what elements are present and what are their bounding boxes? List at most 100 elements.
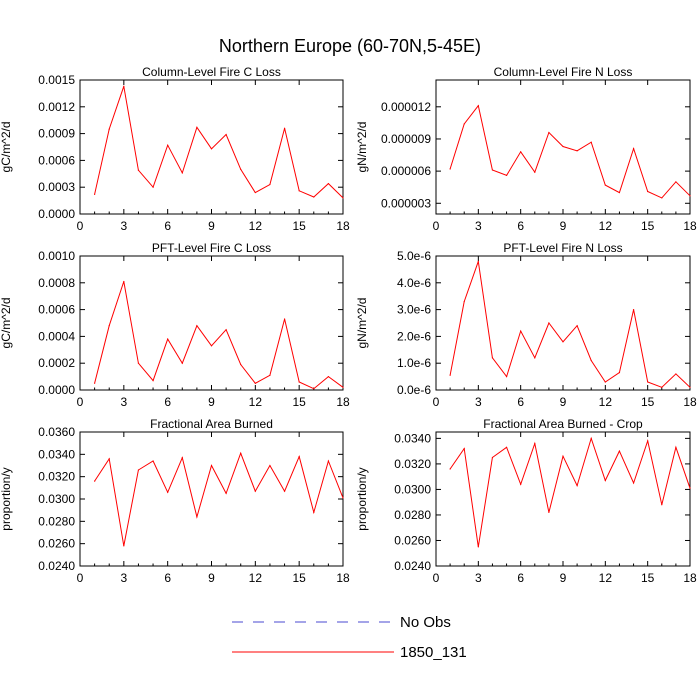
data-point	[647, 440, 649, 442]
data-point	[298, 190, 300, 192]
data-point	[463, 447, 465, 450]
data-point	[196, 325, 198, 327]
series-line-1	[94, 281, 344, 390]
x-tick-label: 9	[208, 395, 215, 409]
data-point	[240, 168, 242, 170]
y-axis-label: proportion/y	[355, 467, 369, 530]
data-point	[327, 376, 329, 378]
chart-panel-6: Fractional Area Burned - Crop 0 3 6 9 12 15 18 0…	[355, 417, 697, 585]
y-tick-label: 0.000003	[381, 196, 431, 210]
x-tick-label: 18	[683, 395, 697, 409]
data-point	[342, 197, 344, 199]
x-tick-label: 0	[433, 571, 440, 585]
y-tick-label: 0.0006	[38, 303, 75, 317]
data-point	[689, 386, 691, 388]
x-tick-label: 6	[164, 219, 171, 233]
x-tick-label: 15	[292, 219, 306, 233]
x-tick-label: 9	[208, 219, 215, 233]
data-point	[167, 491, 169, 493]
series-line-1	[94, 86, 344, 199]
data-point	[661, 504, 663, 506]
data-point	[618, 191, 621, 194]
panels-group: Column-Level Fire C Loss 0 3 6 9 12 15 18 0.0000…	[0, 65, 697, 585]
x-tick-label: 18	[336, 219, 350, 233]
data-point	[167, 338, 169, 340]
data-point	[632, 148, 635, 150]
data-point	[562, 341, 564, 343]
data-point	[210, 345, 213, 347]
data-point	[576, 485, 578, 487]
data-point	[562, 455, 564, 457]
data-point	[477, 105, 479, 107]
y-tick-label: 0.0320	[394, 457, 431, 471]
data-point	[675, 181, 677, 183]
x-tick-label: 18	[336, 571, 350, 585]
y-tick-label: 3.0e-6	[397, 303, 431, 317]
y-axis-label: gC/m^2/d	[0, 122, 13, 173]
x-tick-label: 12	[249, 571, 263, 585]
y-tick-label: 0.0340	[38, 447, 75, 461]
y-tick-label: 2.0e-6	[397, 329, 431, 343]
y-tick-label: 0.0012	[38, 100, 75, 114]
y-tick-label: 0.0002	[38, 356, 75, 370]
y-tick-label: 0.0006	[38, 153, 75, 167]
y-tick-label: 0.0003	[38, 180, 75, 194]
data-point	[108, 128, 110, 130]
data-point	[240, 452, 242, 454]
data-point	[181, 457, 183, 459]
data-point	[661, 197, 663, 199]
chart-panel-5: Fractional Area Burned 0 3 6 9 12 15 18 0.0240 0.…	[0, 417, 350, 585]
data-point	[675, 446, 677, 448]
data-point	[491, 357, 494, 359]
y-tick-label: 0.0e-6	[397, 383, 431, 397]
x-tick-label: 0	[77, 219, 84, 233]
data-point	[618, 371, 621, 374]
x-tick-label: 12	[599, 219, 613, 233]
chart-title: Column-Level Fire N Loss	[494, 65, 633, 79]
y-tick-label: 0.0010	[38, 249, 75, 263]
data-point	[604, 381, 606, 383]
y-tick-label: 5.0e-6	[397, 249, 431, 263]
x-tick-label: 18	[683, 571, 697, 585]
data-point	[225, 133, 227, 136]
x-tick-label: 3	[475, 395, 482, 409]
y-tick-label: 0.0300	[38, 492, 75, 506]
x-tick-label: 6	[164, 395, 171, 409]
data-point	[152, 186, 154, 188]
legend-label-2: 1850_131	[400, 644, 467, 661]
legend-label-1: No Obs	[400, 614, 451, 631]
data-point	[590, 437, 592, 439]
y-tick-label: 1.0e-6	[397, 356, 431, 370]
chart-panel-3: PFT-Level Fire C Loss 0 3 6 9 12 15 18 0.0000 0.0…	[0, 241, 350, 409]
x-tick-label: 15	[292, 571, 306, 585]
figure-title: Northern Europe (60-70N,5-45E)	[219, 36, 481, 56]
x-tick-label: 9	[560, 395, 567, 409]
y-tick-label: 0.0009	[38, 127, 75, 141]
data-point	[167, 144, 169, 146]
legend: No Obs 1850_131	[232, 614, 467, 661]
data-point	[505, 376, 508, 378]
y-tick-label: 0.0015	[38, 73, 75, 87]
y-tick-label: 0.0004	[38, 329, 75, 343]
data-point	[632, 309, 635, 311]
data-point	[576, 325, 578, 327]
data-point	[152, 380, 154, 382]
y-tick-label: 4.0e-6	[397, 276, 431, 290]
x-tick-label: 3	[120, 219, 127, 233]
y-tick-label: 0.0280	[38, 514, 75, 528]
data-point	[298, 455, 300, 458]
data-point	[491, 456, 494, 459]
series-line-1	[94, 451, 344, 546]
x-tick-label: 0	[433, 219, 440, 233]
data-point	[94, 382, 96, 384]
x-tick-label: 12	[599, 571, 613, 585]
data-point	[463, 123, 465, 125]
x-tick-label: 3	[475, 219, 482, 233]
data-point	[240, 363, 242, 366]
data-point	[647, 381, 649, 383]
data-point	[283, 318, 286, 320]
y-axis-label: gN/m^2/d	[355, 122, 369, 173]
data-point	[137, 169, 140, 171]
data-point	[689, 195, 691, 197]
